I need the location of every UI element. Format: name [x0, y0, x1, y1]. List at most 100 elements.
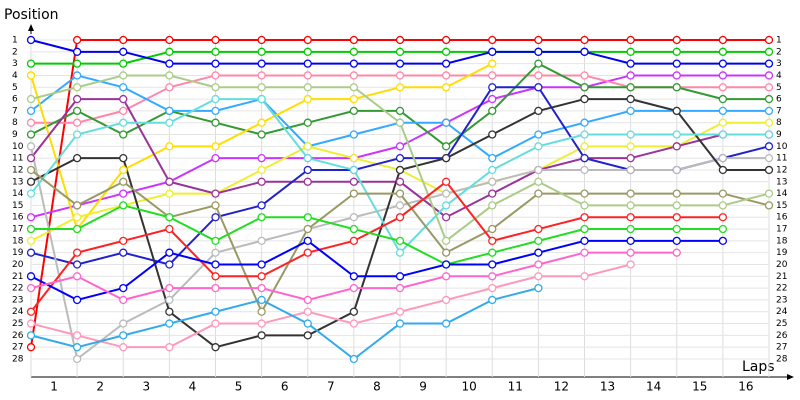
y-tick-label-right: 19: [776, 248, 788, 258]
point: [580, 213, 589, 222]
point: [672, 130, 681, 139]
y-tick-label: 8: [12, 118, 18, 128]
point: [72, 260, 82, 269]
point: [580, 248, 589, 257]
point: [488, 153, 497, 163]
point: [626, 248, 635, 257]
y-tick-label: 13: [12, 177, 23, 187]
point: [303, 59, 312, 68]
point: [26, 153, 36, 163]
point: [580, 94, 589, 104]
series-line: [30, 287, 539, 361]
point: [488, 189, 497, 198]
point: [119, 236, 128, 246]
point: [26, 236, 36, 246]
point: [349, 94, 359, 104]
point: [764, 153, 774, 163]
point: [672, 224, 681, 234]
point: [349, 165, 359, 175]
point: [26, 189, 36, 198]
point: [718, 201, 728, 210]
point: [580, 83, 589, 92]
point: [211, 283, 220, 293]
series-line: [30, 239, 723, 301]
point: [488, 272, 497, 281]
point: [718, 189, 728, 198]
point: [303, 295, 312, 305]
point: [488, 35, 497, 45]
point: [441, 142, 451, 151]
point: [257, 153, 266, 163]
y-tick-label: 26: [12, 331, 24, 341]
point: [395, 59, 405, 68]
point: [257, 319, 266, 328]
point: [626, 260, 635, 269]
y-tick-label: 9: [12, 130, 18, 140]
point: [119, 130, 128, 139]
point: [257, 213, 266, 222]
y-tick-label-right: 3: [776, 59, 782, 69]
point: [303, 153, 312, 163]
point: [488, 106, 497, 116]
point: [626, 189, 635, 198]
point: [534, 130, 543, 139]
point: [534, 260, 543, 269]
point: [165, 343, 174, 352]
point: [395, 153, 405, 163]
x-tick-label: 4: [189, 380, 197, 394]
point: [441, 47, 451, 56]
point: [488, 283, 497, 293]
point: [718, 59, 728, 68]
point: [534, 283, 543, 293]
point: [119, 165, 128, 175]
point: [303, 213, 312, 222]
point: [718, 236, 728, 246]
point: [72, 83, 82, 92]
point: [257, 118, 266, 127]
point: [718, 165, 728, 175]
y-tick-label-right: 13: [776, 177, 787, 187]
point: [488, 201, 497, 210]
point: [165, 47, 174, 56]
point: [764, 83, 774, 92]
point: [119, 83, 128, 92]
point: [26, 165, 36, 175]
point: [303, 165, 312, 175]
point: [165, 213, 174, 222]
point: [395, 47, 405, 56]
point: [349, 189, 359, 198]
y-tick-label: 7: [12, 106, 18, 116]
x-tick-label: 12: [554, 380, 569, 394]
point: [257, 236, 266, 246]
point: [534, 224, 543, 234]
point: [72, 118, 82, 127]
point: [119, 47, 128, 56]
point: [764, 201, 774, 210]
y-tick-label-right: 18: [776, 236, 788, 246]
point: [257, 260, 266, 269]
point: [672, 189, 681, 198]
point: [211, 71, 220, 80]
point: [626, 142, 635, 151]
point: [72, 130, 82, 139]
x-axis-label: Laps: [742, 359, 775, 375]
point: [441, 248, 451, 257]
point: [257, 83, 266, 92]
x-tick-label: 3: [142, 380, 150, 394]
point: [441, 153, 451, 163]
point: [488, 260, 497, 269]
point: [626, 83, 635, 92]
point: [626, 94, 635, 104]
point: [349, 106, 359, 116]
point: [165, 248, 174, 257]
y-tick-label: 19: [12, 248, 24, 258]
y-tick-label-right: 1: [776, 36, 782, 46]
point: [718, 118, 728, 127]
point: [303, 331, 312, 340]
point: [72, 213, 82, 222]
point: [211, 106, 220, 116]
point: [626, 47, 635, 56]
point: [303, 224, 312, 234]
point: [303, 248, 312, 257]
y-tick-label-right: 26: [776, 331, 788, 341]
